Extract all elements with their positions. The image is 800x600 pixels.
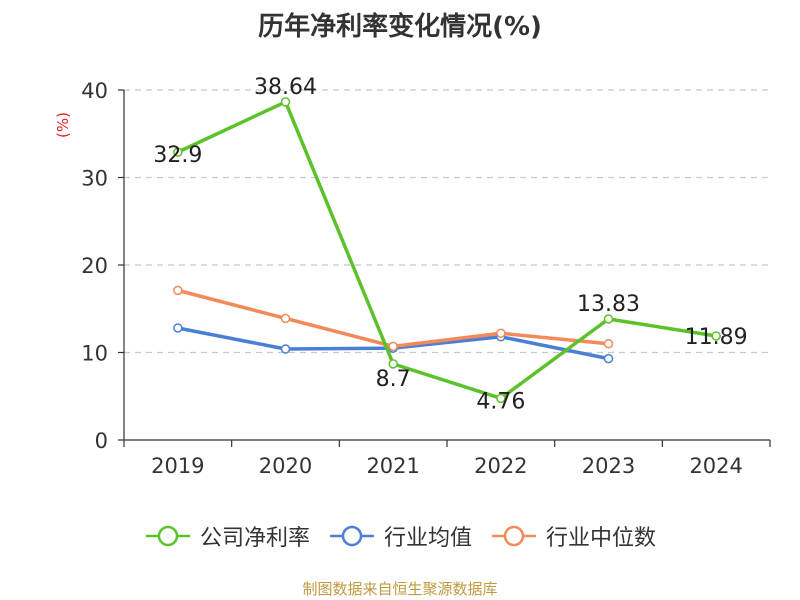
legend-swatch <box>145 525 190 547</box>
data-point <box>280 344 291 354</box>
data-point <box>173 323 183 333</box>
data-point <box>173 147 183 157</box>
data-point <box>603 353 614 364</box>
data-label: 32.9 <box>153 143 202 168</box>
legend-swatch-marker <box>503 525 525 547</box>
x-tick-label: 2024 <box>689 454 742 478</box>
legend-item[interactable]: 行业均值 <box>328 520 472 552</box>
data-point <box>496 328 506 338</box>
x-tick-label: 2023 <box>582 454 635 478</box>
y-tick-label: 0 <box>95 429 108 453</box>
data-label: 8.7 <box>376 367 411 392</box>
legend-swatch-marker <box>341 525 363 547</box>
data-point <box>173 285 183 296</box>
x-tick-label: 2022 <box>474 454 527 478</box>
legend-swatch <box>329 525 374 547</box>
y-tick-label: 20 <box>81 254 108 278</box>
source-note: 制图数据来自恒生聚源数据库 <box>302 580 498 598</box>
data-point <box>280 313 291 324</box>
data-point <box>280 97 291 107</box>
y-axis-label: (%) <box>54 112 72 138</box>
legend-label: 行业均值 <box>383 526 472 551</box>
data-point <box>388 341 398 352</box>
data-point <box>711 331 721 341</box>
series-line <box>177 100 717 401</box>
legend-swatch-marker <box>157 525 179 547</box>
data-label: 38.64 <box>254 75 317 100</box>
data-point <box>388 359 398 369</box>
y-tick-label: 10 <box>81 342 108 366</box>
legend-label: 行业中位数 <box>546 526 657 551</box>
x-tick-label: 2020 <box>259 454 312 478</box>
legend-item[interactable]: 公司净利率 <box>144 520 310 552</box>
series-line <box>177 288 609 349</box>
data-point <box>496 393 506 404</box>
chart-title: 历年净利率变化情况(%) <box>258 12 542 42</box>
x-tick-label: 2021 <box>366 454 419 478</box>
legend-label: 公司净利率 <box>199 526 310 551</box>
x-tick-label: 2019 <box>151 454 204 478</box>
data-label: 4.76 <box>476 389 525 414</box>
legend-item[interactable]: 行业中位数 <box>490 520 656 552</box>
chart-legend: 公司净利率 行业均值 行业中位数 <box>0 520 800 552</box>
y-tick-label: 40 <box>81 79 108 103</box>
data-point <box>603 339 614 349</box>
legend-swatch <box>492 525 536 547</box>
data-label: 11.89 <box>685 325 748 350</box>
y-tick-label: 30 <box>81 167 108 191</box>
data-label: 13.83 <box>577 292 640 317</box>
data-point <box>603 314 614 324</box>
